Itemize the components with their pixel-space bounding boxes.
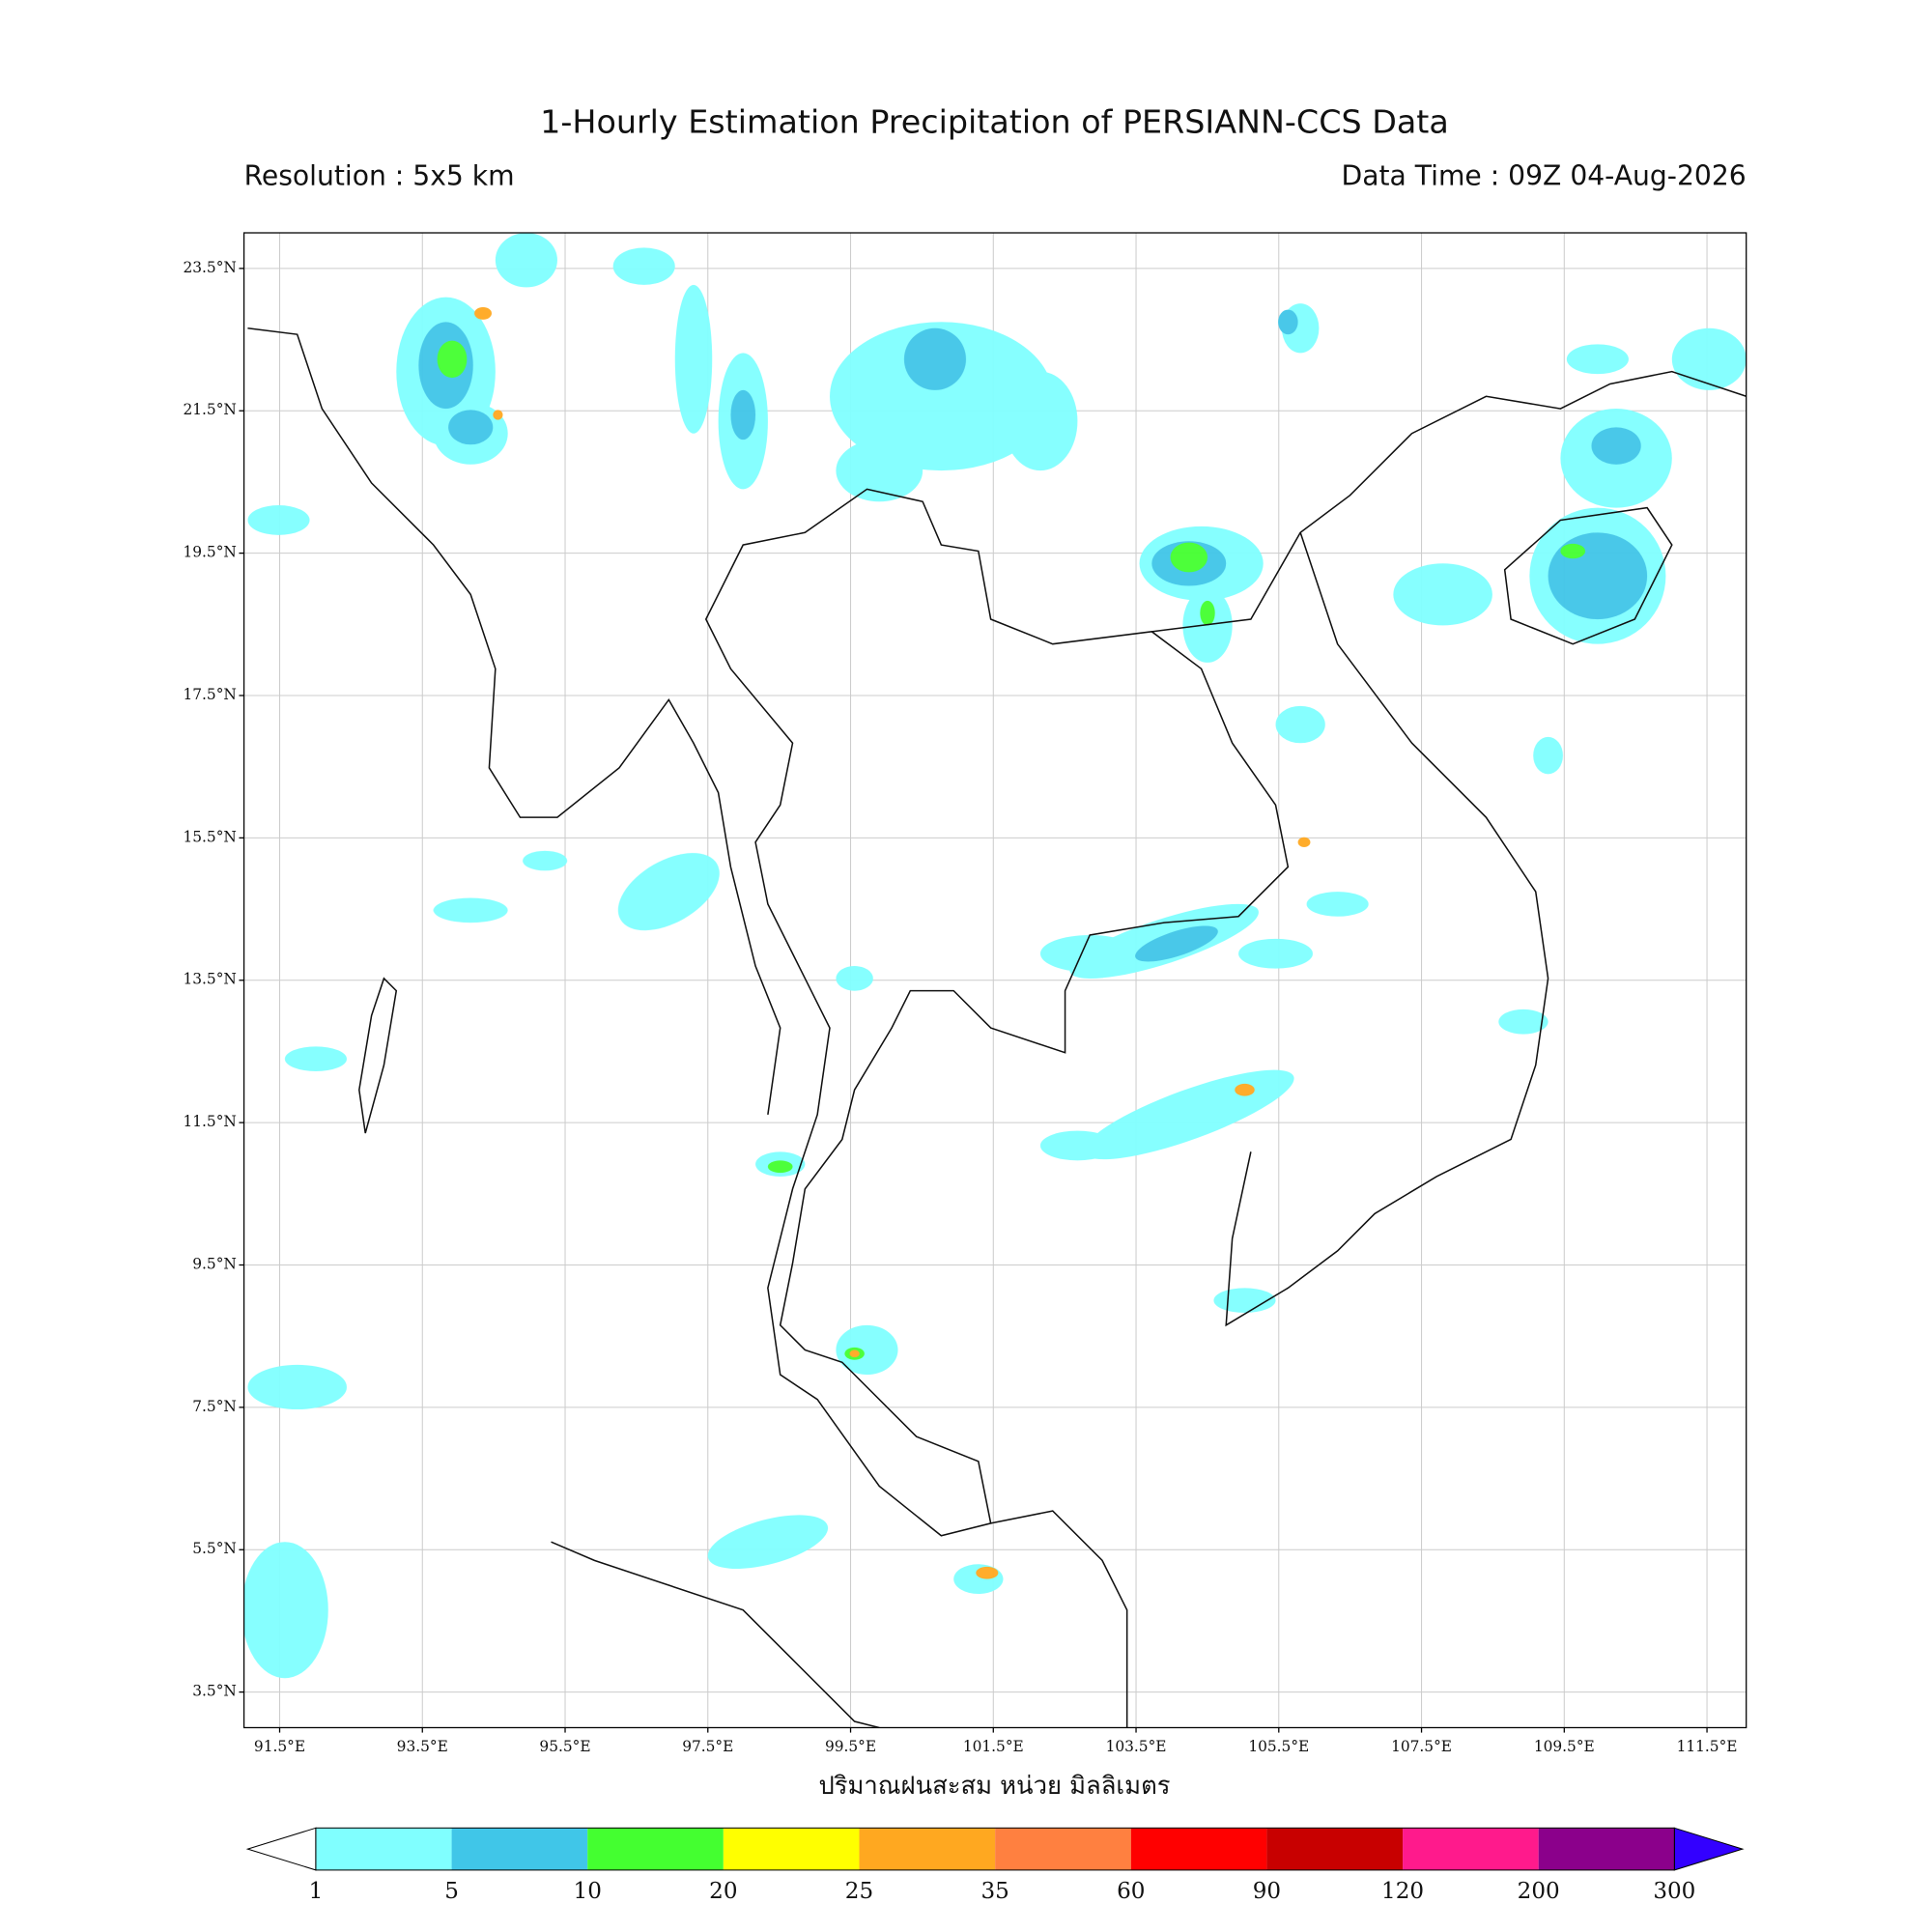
colorbar-label: 25 (845, 1879, 873, 1904)
colorbar-label: 35 (980, 1879, 1009, 1904)
colorbar-label: 10 (574, 1879, 602, 1904)
precipitation (243, 233, 1747, 1679)
boundaries (247, 327, 1747, 1728)
data-time: Data Time : 09Z 04-Aug-2026 (1342, 159, 1747, 191)
y-tick-label: 5.5°N (192, 1540, 237, 1557)
x-tick-label: 103.5°E (1106, 1738, 1167, 1755)
colorbar-label: 1 (309, 1879, 324, 1904)
title: 1-Hourly Estimation Precipitation of PER… (540, 103, 1449, 141)
colorbar-label: 300 (1653, 1879, 1695, 1904)
x-tick-label: 91.5°E (254, 1738, 305, 1755)
colorbar-segment (1266, 1828, 1404, 1870)
colorbar-label: 90 (1253, 1879, 1281, 1904)
y-tick-label: 15.5°N (183, 828, 236, 845)
x-tick-label: 99.5°E (825, 1738, 876, 1755)
x-tick-label: 93.5°E (397, 1738, 448, 1755)
y-tick-label: 3.5°N (192, 1683, 237, 1700)
grid-layer (243, 233, 1747, 1728)
colorbar-segment (723, 1828, 860, 1870)
y-tick-label: 7.5°N (192, 1398, 237, 1415)
colorbar-segment (1130, 1828, 1267, 1870)
colorbar-segment (1538, 1828, 1675, 1870)
y-tick-label: 9.5°N (192, 1255, 237, 1272)
tick-layer: 23.5°N 21.5°N 19.5°N 17.5°N 15.5°N 13.5°N 11.5… (183, 259, 1737, 1755)
rain-heavy (437, 340, 1586, 1360)
y-tick-label: 17.5°N (183, 686, 236, 703)
colorbar-outline (315, 1827, 1675, 1871)
colorbar-label: 20 (709, 1879, 737, 1904)
x-tick-label: 109.5°E (1534, 1738, 1595, 1755)
x-tick-label: 101.5°E (963, 1738, 1024, 1755)
x-axis-label: ปริมาณฝนสะสม หน่วย มิลลิเมตร (818, 1772, 1170, 1801)
x-tick-label: 105.5°E (1248, 1738, 1309, 1755)
colorbar-over (1673, 1827, 1745, 1871)
y-tick-label: 23.5°N (183, 259, 236, 276)
colorbar-label: 120 (1381, 1879, 1424, 1904)
colorbar: 1 5 10 20 25 35 60 90 120 200 300 (245, 1827, 1745, 1904)
y-tick-label: 19.5°N (183, 544, 236, 561)
colorbar-segment (315, 1828, 452, 1870)
colorbar-segment (451, 1828, 588, 1870)
x-tick-label: 107.5°E (1391, 1738, 1452, 1755)
colorbar-segment (1403, 1828, 1539, 1870)
colorbar-segment (995, 1828, 1131, 1870)
x-tick-label: 97.5°E (682, 1738, 733, 1755)
colorbar-segment (859, 1828, 996, 1870)
colorbar-segment (587, 1828, 724, 1870)
colorbar-under (245, 1827, 317, 1871)
colorbar-label: 200 (1518, 1879, 1560, 1904)
resolution: Resolution : 5x5 km (244, 159, 515, 191)
y-tick-label: 11.5°N (183, 1113, 236, 1130)
rain-intense (474, 306, 1311, 1579)
y-tick-label: 13.5°N (183, 971, 236, 988)
x-tick-label: 111.5°E (1677, 1738, 1738, 1755)
x-tick-label: 95.5°E (539, 1738, 590, 1755)
rain-light (243, 233, 1747, 1679)
colorbar-label: 5 (444, 1879, 459, 1904)
colorbar-label: 60 (1117, 1879, 1145, 1904)
y-tick-label: 21.5°N (183, 401, 236, 418)
